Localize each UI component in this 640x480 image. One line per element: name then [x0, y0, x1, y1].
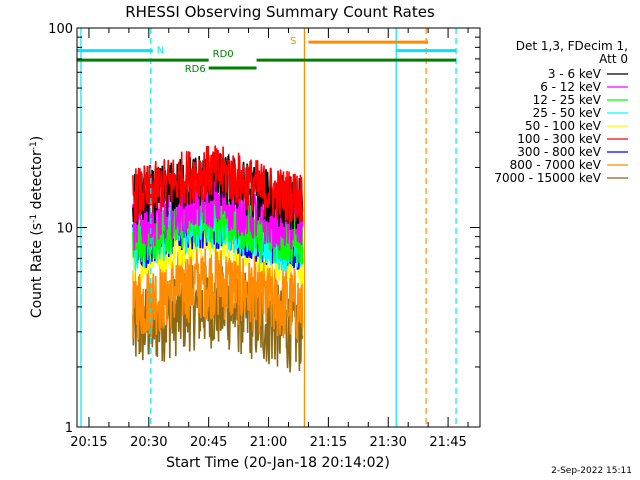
legend-label-7: 800 - 7000 keV — [510, 158, 602, 172]
plot-content — [77, 28, 457, 427]
y-axis-label: Count Rate (s-1 detector-1) — [29, 136, 45, 318]
x-tick-label-20:30: 20:30 — [130, 435, 167, 450]
chart-title: RHESSI Observing Summary Count Rates — [125, 3, 435, 21]
x-tick-label-21:15: 21:15 — [310, 435, 347, 450]
y-tick-label-1: 1 — [65, 421, 73, 436]
x-tick-label-21:30: 21:30 — [369, 435, 406, 450]
orbit-label-RD0: RD0 — [213, 49, 234, 60]
orbit-label-N: N — [157, 46, 164, 57]
legend-label-2: 12 - 25 keV — [533, 93, 602, 107]
x-axis: 20:15 20:30 20:45 21:00 21:15 21:30 21:45 — [70, 28, 469, 450]
legend-label-3: 25 - 50 keV — [533, 106, 602, 120]
series-line-7 — [132, 244, 304, 341]
x-axis-label: Start Time (20-Jan-18 20:14:02) — [166, 455, 390, 471]
plot-area: N S RD0 RD6 — [77, 28, 457, 427]
footer-date: 2-Sep-2022 15:11 — [551, 466, 632, 476]
legend-header-1: Det 1,3, FDecim 1, — [516, 39, 628, 53]
y-tick-label-100: 100 — [48, 22, 73, 37]
x-tick-label-21:45: 21:45 — [429, 435, 466, 450]
orbit-label-RD6: RD6 — [185, 64, 206, 75]
series-line-5 — [132, 145, 304, 224]
orbit-label-S: S — [290, 36, 296, 47]
legend-header-2: Att 0 — [599, 52, 628, 66]
y-axis: 1 10 100 — [48, 22, 480, 436]
legend-label-5: 100 - 300 keV — [517, 132, 601, 146]
legend-label-8: 7000 - 15000 keV — [494, 171, 601, 185]
x-tick-label-21:00: 21:00 — [250, 435, 287, 450]
series-line-1 — [132, 174, 304, 251]
legend-label-1: 6 - 12 keV — [540, 80, 602, 94]
y-tick-label-10: 10 — [56, 222, 73, 237]
x-tick-label-20:15: 20:15 — [70, 435, 107, 450]
legend-label-6: 300 - 800 keV — [517, 145, 601, 159]
legend-label-4: 50 - 100 keV — [525, 119, 602, 133]
legend-label-0: 3 - 6 keV — [548, 67, 602, 81]
x-tick-label-20:45: 20:45 — [190, 435, 227, 450]
